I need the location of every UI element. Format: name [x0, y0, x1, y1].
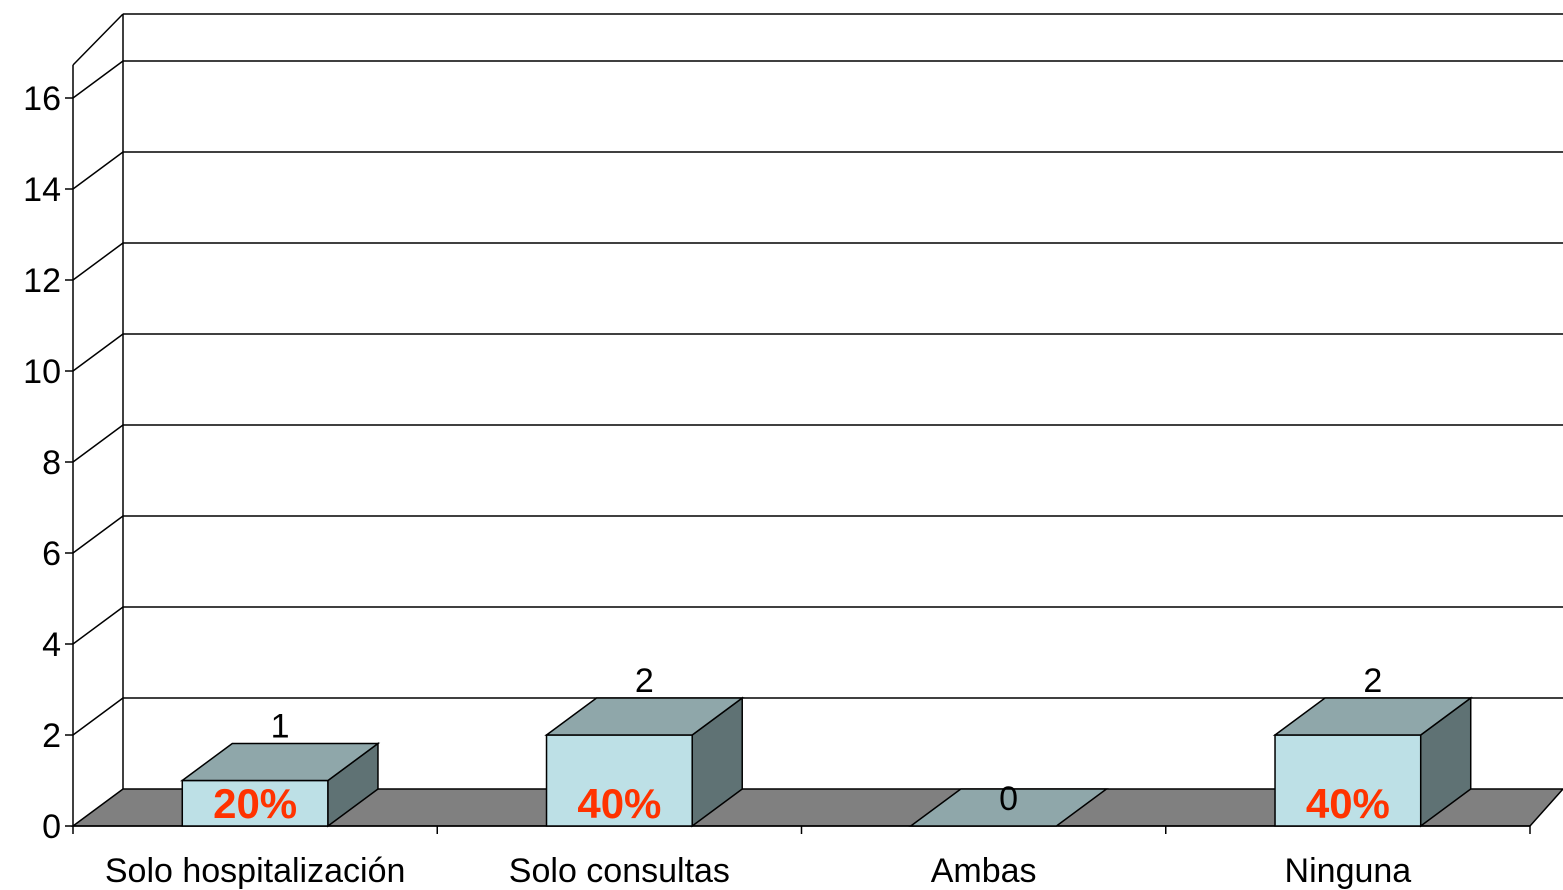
gridline-side: [72, 606, 124, 645]
bar-front: [181, 779, 329, 827]
gridline-side: [72, 333, 124, 372]
side-wall-top: [72, 13, 124, 66]
gridline-side: [72, 151, 124, 190]
bar-top: [1272, 697, 1473, 736]
y-tick-label: 4: [42, 626, 61, 664]
y-tick-label: 8: [42, 444, 61, 482]
percent-label: 20%: [213, 780, 297, 827]
bar-top: [180, 742, 381, 782]
bar-top: [908, 788, 1109, 827]
y-tick-label: 2: [42, 717, 61, 755]
y-tick-label: 0: [42, 808, 61, 846]
x-category-label: Solo hospitalización: [105, 852, 406, 890]
gridline-side: [72, 60, 124, 99]
data-label: 0: [999, 780, 1018, 818]
x-category-label: Solo consultas: [509, 852, 730, 890]
bar-top: [544, 697, 745, 736]
data-label: 2: [1363, 662, 1382, 700]
data-label: 2: [635, 662, 654, 700]
y-tick-label: 12: [23, 262, 61, 300]
data-label: 1: [271, 708, 290, 746]
percent-label: 40%: [1306, 780, 1390, 827]
y-tick-label: 10: [23, 353, 61, 391]
gridline-side: [72, 242, 124, 281]
y-tick-label: 14: [23, 171, 61, 209]
gridline-side: [72, 515, 124, 554]
y-tick-label: 6: [42, 535, 61, 573]
percent-label: 40%: [577, 780, 661, 827]
bar-front: [1274, 734, 1422, 827]
x-category-label: Ambas: [931, 852, 1037, 890]
x-category-label: Ninguna: [1285, 852, 1412, 890]
gridline-side: [72, 424, 124, 463]
y-tick-label: 16: [23, 80, 61, 118]
gridline-side: [72, 697, 124, 736]
